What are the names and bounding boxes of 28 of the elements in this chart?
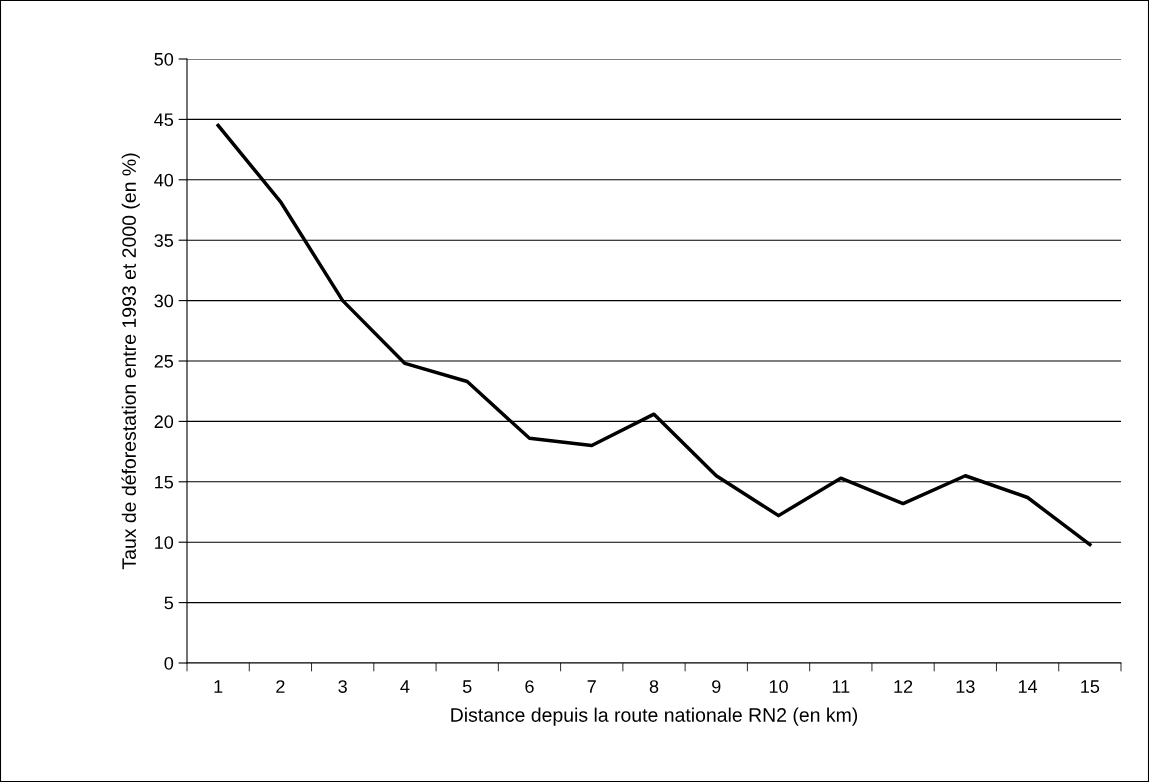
x-tick-label: 10: [769, 680, 788, 693]
x-tick-label: 14: [1018, 680, 1038, 693]
x-tick-label: 8: [649, 680, 659, 693]
y-axis-title: Taux de déforestation entre 1993 et 2000 (en %): [121, 153, 140, 570]
y-tick-label: 20: [154, 415, 174, 429]
y-tick-label: 40: [154, 173, 174, 187]
x-axis-title: Distance depuis la route nationale RN2 (en km): [451, 707, 858, 726]
x-tick-label: 4: [400, 680, 410, 693]
y-tick-label: 5: [164, 596, 174, 610]
x-tick-label: 12: [894, 680, 913, 693]
x-tick-label: 13: [956, 680, 975, 693]
y-tick-label: 25: [154, 354, 174, 368]
x-tick-label: 7: [587, 680, 596, 693]
y-tick-label: 0: [164, 656, 174, 670]
y-tick-label: 45: [154, 113, 174, 127]
x-tick-label: 2: [276, 680, 285, 693]
x-tick-label: 6: [525, 680, 534, 693]
y-tick-label: 10: [155, 536, 174, 549]
x-tick-label: 1: [214, 680, 223, 693]
x-tick-label: 15: [1081, 680, 1100, 693]
x-tick-label: 9: [712, 680, 721, 693]
y-tick-label: 35: [154, 234, 174, 247]
x-tick-label: 5: [462, 680, 472, 693]
y-tick-label: 30: [154, 294, 174, 308]
y-tick-label: 15: [155, 475, 174, 489]
x-tick-label: 11: [832, 680, 850, 693]
y-tick-label: 50: [154, 52, 174, 66]
x-tick-label: 3: [338, 680, 347, 693]
